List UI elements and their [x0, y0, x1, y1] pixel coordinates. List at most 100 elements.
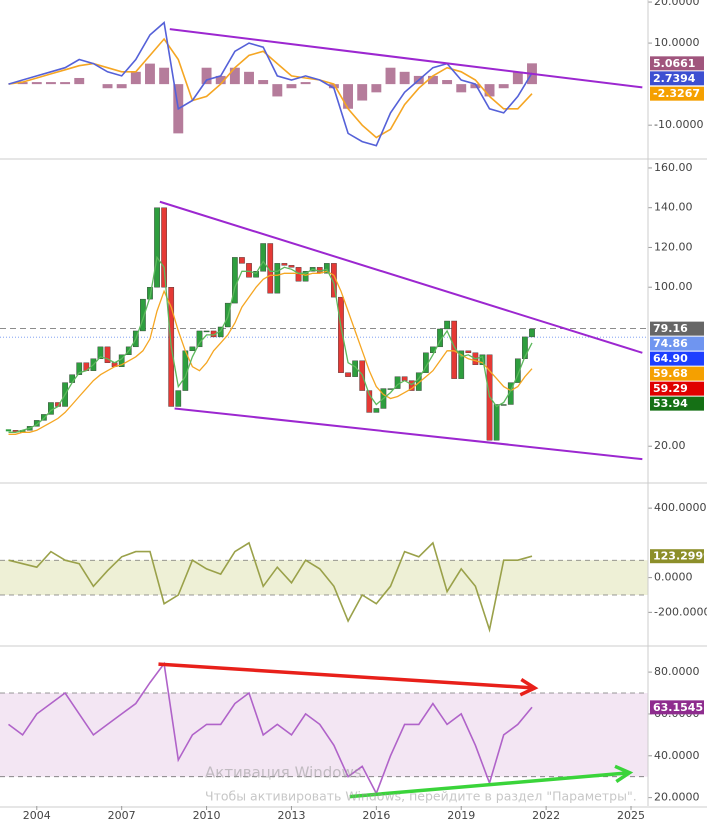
- price-label-box: [650, 71, 704, 86]
- histogram-bar: [102, 84, 113, 89]
- pane: [0, 661, 648, 799]
- x-tick-label: 2025: [617, 809, 645, 822]
- price-label-box: [650, 381, 704, 396]
- band: [0, 560, 648, 595]
- histogram-bar: [343, 84, 354, 109]
- y-tick-label: 140.00: [654, 201, 693, 214]
- x-tick-label: 2004: [23, 809, 51, 822]
- price-label-box: [650, 351, 704, 366]
- histogram-bar: [399, 71, 410, 85]
- price-label: 74.86: [653, 337, 688, 350]
- candle: [154, 207, 160, 288]
- candle: [97, 346, 104, 359]
- y-tick-label: 100.00: [654, 280, 693, 293]
- histogram-bar: [470, 84, 481, 89]
- histogram-bar: [31, 82, 42, 85]
- histogram-bar: [300, 82, 311, 85]
- series-line: [8, 21, 533, 147]
- candle: [203, 330, 210, 333]
- x-tick-label: 2007: [108, 809, 136, 822]
- histogram-bar: [385, 67, 396, 85]
- price-label: 53.94: [653, 397, 688, 410]
- candle: [161, 207, 167, 288]
- candle: [302, 271, 309, 282]
- candle: [323, 263, 330, 274]
- candle: [514, 358, 521, 383]
- price-label: -2.3267: [653, 87, 700, 100]
- candle: [196, 330, 203, 348]
- y-tick-label: 20.0000: [654, 0, 700, 8]
- price-label: 2.7394: [653, 72, 696, 85]
- y-tick-label: 120.00: [654, 240, 693, 253]
- candle: [387, 388, 394, 390]
- candle: [274, 263, 281, 294]
- candle: [104, 346, 111, 363]
- histogram-bar: [498, 84, 509, 89]
- y-tick-label: 10.0000: [654, 36, 700, 49]
- y-tick-label: 20.0000: [654, 791, 700, 804]
- price-label-box: [650, 700, 704, 715]
- candle: [458, 350, 465, 379]
- histogram-bar: [45, 82, 56, 85]
- price-label-box: [650, 396, 704, 411]
- histogram-bar: [371, 84, 382, 93]
- y-tick-label: 20.00: [654, 439, 686, 452]
- histogram-bar: [215, 75, 226, 85]
- price-label-box: [650, 86, 704, 101]
- y-tick-label: -10.0000: [654, 118, 703, 131]
- candle: [366, 390, 373, 413]
- price-label-box: [650, 366, 704, 381]
- price-label: 63.1545: [653, 701, 703, 714]
- x-tick-label: 2010: [193, 809, 221, 822]
- x-tick-label: 2013: [277, 809, 305, 822]
- trend-line: [169, 28, 643, 89]
- candle: [76, 362, 83, 375]
- candle: [246, 263, 252, 278]
- arrow-head: [614, 764, 634, 784]
- histogram-bar: [442, 80, 453, 85]
- series-line: [8, 270, 533, 435]
- candle: [345, 372, 351, 377]
- candle: [69, 374, 76, 383]
- y-tick-label: 40.0000: [654, 749, 700, 762]
- candle: [175, 390, 182, 407]
- histogram-bar: [130, 71, 141, 85]
- watermark: Чтобы активировать Windows, перейдите в …: [205, 789, 637, 804]
- histogram-bar: [512, 71, 523, 85]
- histogram-bar: [286, 84, 297, 89]
- x-tick-label: 2022: [532, 809, 560, 822]
- x-tick-label: 2016: [362, 809, 390, 822]
- price-label: 59.68: [653, 367, 688, 380]
- candle: [493, 404, 500, 441]
- arrow: [349, 770, 630, 799]
- histogram-bar: [258, 80, 269, 85]
- histogram-bar: [145, 63, 155, 85]
- series-line: [8, 661, 533, 796]
- candle: [373, 408, 380, 413]
- candle: [338, 296, 344, 373]
- histogram-bar: [244, 71, 254, 85]
- pane: [0, 541, 648, 633]
- arrow: [158, 662, 535, 690]
- candle: [500, 404, 507, 406]
- candle: [189, 346, 196, 352]
- histogram-bar: [357, 84, 368, 101]
- price-label-box: [650, 549, 704, 564]
- band: [0, 693, 648, 777]
- y-tick-label: -200.0000: [654, 605, 707, 618]
- histogram-bar: [201, 67, 212, 85]
- histogram-bar: [229, 67, 240, 85]
- histogram-bar: [74, 77, 85, 85]
- histogram-bar: [272, 84, 283, 97]
- y-tick-label: 80.0000: [654, 665, 700, 678]
- histogram-bar: [328, 84, 339, 89]
- price-label-box: [650, 336, 704, 351]
- candle: [281, 263, 288, 266]
- price-label-box: [650, 56, 704, 71]
- candle: [140, 298, 146, 332]
- candle: [260, 243, 267, 272]
- candle: [529, 328, 535, 338]
